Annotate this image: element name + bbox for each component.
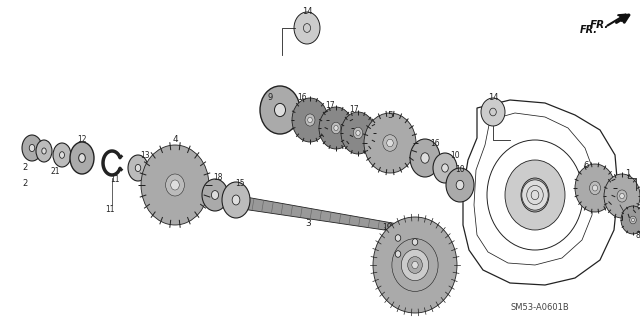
Ellipse shape (593, 185, 598, 191)
Ellipse shape (632, 218, 634, 222)
Ellipse shape (171, 180, 179, 190)
Ellipse shape (260, 86, 300, 134)
Ellipse shape (211, 190, 219, 199)
Text: 16: 16 (297, 93, 307, 101)
Ellipse shape (396, 251, 401, 257)
Ellipse shape (412, 261, 418, 269)
Ellipse shape (383, 135, 397, 151)
Ellipse shape (401, 249, 429, 281)
Ellipse shape (620, 193, 624, 199)
Ellipse shape (341, 112, 375, 154)
Ellipse shape (630, 216, 636, 224)
Ellipse shape (232, 195, 240, 205)
Ellipse shape (79, 154, 85, 162)
Ellipse shape (388, 226, 408, 250)
Ellipse shape (373, 217, 457, 313)
Ellipse shape (617, 190, 627, 202)
Ellipse shape (353, 127, 363, 139)
Ellipse shape (531, 190, 539, 200)
Text: 20: 20 (410, 224, 420, 233)
Text: 14: 14 (488, 93, 499, 102)
Ellipse shape (456, 180, 464, 190)
Ellipse shape (356, 130, 360, 136)
Text: 21: 21 (51, 167, 60, 176)
Polygon shape (195, 188, 398, 232)
Text: FR.: FR. (589, 20, 609, 30)
Ellipse shape (60, 152, 65, 158)
Text: 19: 19 (382, 263, 392, 272)
Ellipse shape (589, 182, 600, 195)
Ellipse shape (405, 230, 425, 254)
Text: 8: 8 (636, 231, 640, 240)
Ellipse shape (222, 182, 250, 218)
Ellipse shape (334, 125, 338, 130)
Ellipse shape (42, 148, 46, 154)
Text: 18: 18 (213, 174, 223, 182)
Text: 14: 14 (301, 8, 312, 17)
Ellipse shape (141, 145, 209, 225)
Text: 13: 13 (140, 151, 150, 160)
Ellipse shape (135, 164, 141, 172)
Ellipse shape (505, 160, 565, 230)
Text: 17: 17 (325, 100, 335, 109)
Text: 2: 2 (22, 164, 28, 173)
Ellipse shape (70, 142, 94, 174)
Ellipse shape (275, 103, 285, 117)
Text: 11: 11 (105, 205, 115, 214)
Ellipse shape (527, 185, 543, 204)
Text: 5: 5 (387, 110, 393, 120)
Text: 1: 1 (625, 168, 630, 177)
Ellipse shape (332, 122, 340, 134)
Ellipse shape (128, 155, 148, 181)
Ellipse shape (410, 139, 440, 177)
Text: 6: 6 (583, 160, 589, 169)
Ellipse shape (396, 235, 401, 241)
Ellipse shape (202, 179, 228, 211)
Text: SM53-A0601B: SM53-A0601B (511, 303, 570, 313)
Ellipse shape (433, 153, 457, 183)
Text: 10: 10 (455, 166, 465, 174)
Ellipse shape (408, 256, 422, 273)
Text: 11: 11 (110, 175, 120, 184)
Text: 17: 17 (349, 106, 359, 115)
Ellipse shape (305, 114, 315, 126)
Text: 2: 2 (22, 179, 28, 188)
Ellipse shape (36, 140, 52, 162)
Text: 15: 15 (235, 179, 245, 188)
Ellipse shape (303, 24, 310, 33)
Text: 10: 10 (450, 151, 460, 160)
Ellipse shape (387, 139, 393, 147)
Ellipse shape (412, 239, 418, 245)
Ellipse shape (388, 242, 408, 266)
Ellipse shape (22, 135, 42, 161)
Ellipse shape (308, 117, 312, 123)
Text: 12: 12 (77, 136, 87, 145)
Text: 3: 3 (305, 219, 311, 228)
Text: 7: 7 (621, 211, 627, 219)
Text: 9: 9 (268, 93, 273, 101)
Ellipse shape (319, 107, 353, 149)
Ellipse shape (604, 174, 640, 218)
Ellipse shape (29, 145, 35, 152)
Ellipse shape (446, 168, 474, 202)
Ellipse shape (522, 180, 548, 210)
Ellipse shape (490, 108, 496, 116)
Ellipse shape (575, 164, 615, 212)
Ellipse shape (521, 178, 549, 212)
Text: 19: 19 (382, 224, 392, 233)
Ellipse shape (292, 98, 328, 142)
Ellipse shape (481, 98, 505, 126)
Ellipse shape (166, 174, 184, 196)
Text: 16: 16 (430, 138, 440, 147)
Text: 4: 4 (172, 136, 178, 145)
Ellipse shape (364, 113, 416, 173)
Ellipse shape (294, 12, 320, 44)
Ellipse shape (621, 206, 640, 234)
Text: FR.: FR. (580, 25, 598, 35)
Ellipse shape (53, 143, 71, 167)
Ellipse shape (442, 164, 448, 172)
Ellipse shape (421, 153, 429, 163)
